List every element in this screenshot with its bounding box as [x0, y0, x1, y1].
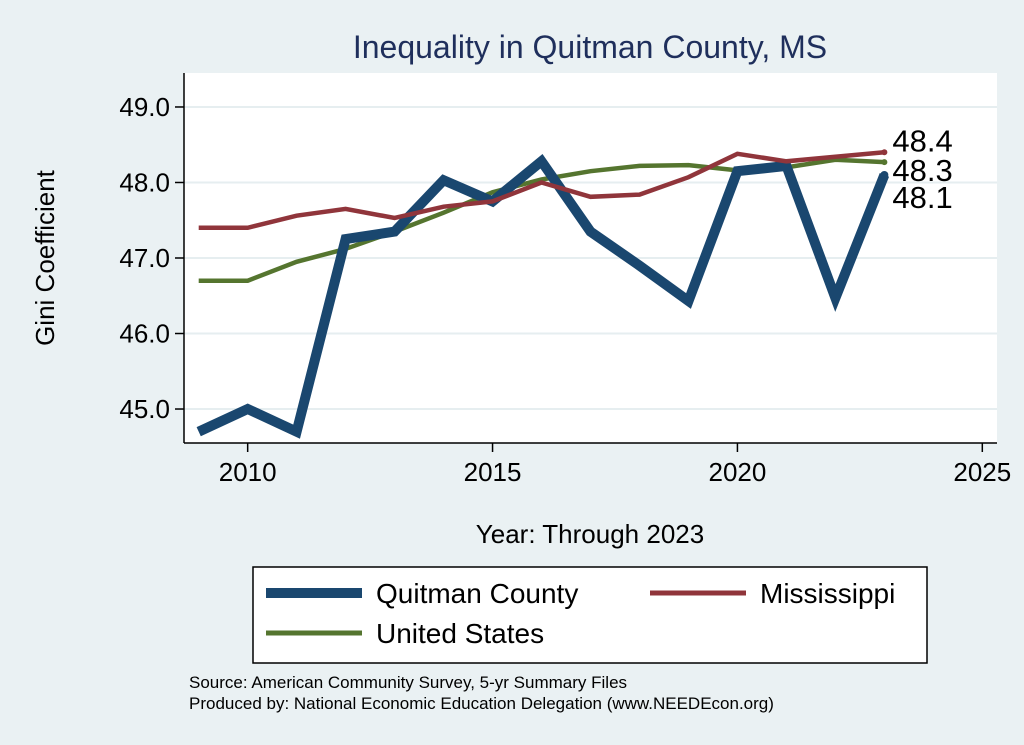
y-tick-label: 46.0 — [119, 319, 170, 349]
legend-label-quitman-county: Quitman County — [376, 578, 578, 609]
x-tick-label: 2010 — [219, 457, 277, 487]
end-label-quitman-county: 48.1 — [892, 180, 952, 215]
legend: Quitman County Mississippi United States — [252, 566, 928, 664]
legend-box — [252, 566, 928, 664]
legend-label-mississippi: Mississippi — [760, 578, 895, 609]
axis-ticks: 45.0 46.0 47.0 48.0 49.0 2010 2015 2020 2025 — [119, 92, 1011, 487]
end-label-united-states: 48.3 — [892, 153, 952, 188]
y-tick-label: 45.0 — [119, 394, 170, 424]
x-tick-label: 2020 — [709, 457, 767, 487]
end-label-mississippi: 48.4 — [892, 123, 952, 158]
series-line-quitman-county — [196, 154, 890, 439]
x-tick-label: 2025 — [953, 457, 1011, 487]
source-line: Source: American Community Survey, 5-yr … — [189, 673, 627, 692]
series-line-mississippi — [198, 150, 885, 231]
x-tick-label: 2015 — [464, 457, 522, 487]
series-end-point-united-states — [881, 159, 888, 166]
y-tick-label: 48.0 — [119, 167, 170, 197]
series-end-point-mississippi — [881, 149, 888, 156]
y-tick-label: 49.0 — [119, 92, 170, 122]
producer-line: Produced by: National Economic Education… — [189, 694, 774, 713]
legend-label-united-states: United States — [376, 618, 544, 649]
chart-title: Inequality in Quitman County, MS — [353, 29, 827, 65]
series-lines — [196, 149, 890, 439]
x-axis-title: Year: Through 2023 — [476, 519, 704, 549]
end-labels: 48.1 48.448.3 — [892, 123, 952, 215]
y-tick-label: 47.0 — [119, 243, 170, 273]
series-end-point-quitman-county — [880, 170, 889, 179]
y-axis-title: Gini Coefficient — [30, 169, 60, 346]
